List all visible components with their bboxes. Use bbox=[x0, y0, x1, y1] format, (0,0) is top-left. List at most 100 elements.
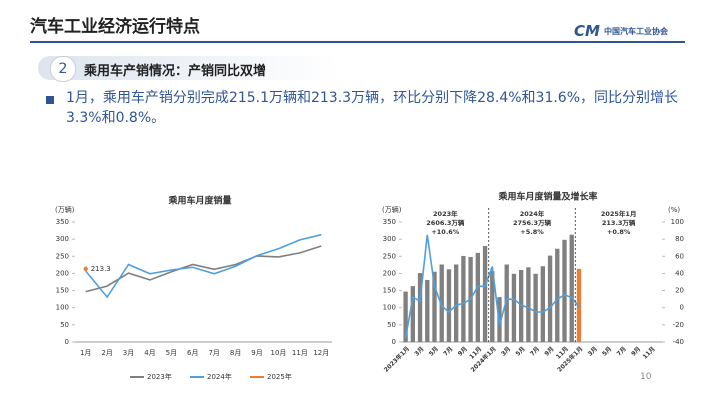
bar bbox=[547, 255, 553, 342]
y-tick-label: 200 bbox=[383, 269, 396, 277]
x-tick-label: 8月 bbox=[230, 349, 241, 357]
x-tick-label: 3月 bbox=[586, 345, 599, 358]
bar bbox=[425, 279, 430, 342]
y-tick-label: 350 bbox=[56, 218, 69, 226]
bar bbox=[562, 239, 567, 342]
annotation: +5.8% bbox=[520, 228, 544, 236]
y2-tick-label: 100 bbox=[671, 218, 684, 226]
x-tick-label: 2月 bbox=[101, 349, 112, 357]
series-line bbox=[85, 245, 322, 293]
y2-tick-label: -40 bbox=[673, 338, 684, 346]
x-tick-label: 11月 bbox=[292, 349, 308, 357]
bullet-text: 1月，乘用车产销分别完成215.1万辆和213.3万辆，环比分别下降28.4%和… bbox=[66, 90, 679, 126]
annotation: 2023年 bbox=[433, 209, 458, 218]
x-tick-label: 11月 bbox=[641, 345, 657, 361]
bar bbox=[475, 252, 480, 342]
y2-tick-label: 0 bbox=[680, 304, 684, 312]
x-tick-label: 2023年1月 bbox=[382, 345, 411, 374]
y2-tick-label: 40 bbox=[675, 269, 684, 277]
y-axis-label: (万辆) bbox=[382, 205, 402, 214]
bar bbox=[410, 286, 415, 342]
bar bbox=[576, 268, 582, 342]
y-tick-label: 150 bbox=[56, 287, 69, 295]
logo-text: 中国汽车工业协会 bbox=[604, 27, 668, 36]
bar bbox=[526, 267, 531, 342]
x-tick-label: 6月 bbox=[187, 349, 198, 357]
bar bbox=[555, 248, 560, 342]
y-tick-label: 100 bbox=[56, 304, 69, 312]
title-rule bbox=[30, 41, 685, 43]
x-tick-label: 12月 bbox=[313, 349, 329, 357]
y2-tick-label: 80 bbox=[675, 235, 684, 243]
bar bbox=[417, 273, 423, 342]
y-tick-label: 250 bbox=[56, 252, 69, 260]
y2-tick-label: -20 bbox=[673, 321, 684, 329]
y-axis-label: (万辆) bbox=[55, 205, 75, 214]
bar bbox=[454, 264, 459, 342]
bar bbox=[461, 255, 466, 342]
bar bbox=[519, 270, 524, 342]
bar bbox=[540, 266, 545, 342]
bar bbox=[403, 291, 408, 342]
y2-axis-label: (%) bbox=[668, 206, 680, 214]
growth-line bbox=[404, 234, 580, 338]
x-tick-label: 3月 bbox=[413, 345, 426, 358]
x-tick-label: 1月 bbox=[80, 349, 91, 357]
chart-title: 乘用车月度销量 bbox=[167, 195, 231, 207]
bar bbox=[511, 273, 517, 342]
bar bbox=[533, 273, 538, 342]
annotation: 2606.3万辆 bbox=[426, 218, 465, 227]
bar bbox=[446, 269, 452, 342]
y-tick-label: 200 bbox=[56, 269, 69, 277]
bar bbox=[432, 271, 437, 342]
annotation: 2025年1月 bbox=[601, 209, 637, 218]
x-tick-label: 5月 bbox=[600, 345, 613, 358]
x-tick-label: 7月 bbox=[615, 345, 628, 358]
bar bbox=[482, 246, 488, 342]
x-tick-label: 3月 bbox=[123, 349, 134, 357]
x-tick-label: 5月 bbox=[514, 345, 527, 358]
x-tick-label: 10月 bbox=[270, 349, 286, 357]
y2-tick-label: 60 bbox=[675, 252, 684, 260]
y2-tick-label: 20 bbox=[675, 287, 684, 295]
annotation: 2024年 bbox=[520, 209, 545, 218]
point bbox=[83, 266, 88, 272]
page-number: 10 bbox=[640, 372, 652, 382]
x-tick-label: 7月 bbox=[442, 345, 455, 358]
bar bbox=[569, 234, 574, 342]
chart-title: 乘用车月度销量及增长率 bbox=[497, 191, 597, 203]
section-heading: 乘用车产销情况：产销同比双增 bbox=[84, 64, 267, 79]
y-tick-label: 300 bbox=[383, 235, 396, 243]
annotation: +0.8% bbox=[607, 228, 631, 236]
data-label: 213.3 bbox=[91, 265, 111, 273]
bar bbox=[504, 264, 509, 342]
legend-label: 2023年 bbox=[147, 372, 172, 381]
section-number: 2 bbox=[50, 56, 76, 82]
bar bbox=[439, 264, 444, 342]
y-tick-label: 150 bbox=[383, 287, 396, 295]
y-tick-label: 350 bbox=[383, 218, 396, 226]
section-band bbox=[38, 56, 338, 80]
logo-icon: CM bbox=[574, 22, 600, 40]
y-tick-label: 0 bbox=[392, 338, 396, 346]
y-tick-label: 250 bbox=[383, 252, 396, 260]
x-tick-label: 4月 bbox=[144, 349, 155, 357]
y-tick-label: 300 bbox=[56, 235, 69, 243]
legend-label: 2025年 bbox=[267, 372, 292, 381]
annotation: +10.6% bbox=[431, 228, 459, 236]
series-line bbox=[85, 233, 322, 299]
y-tick-label: 100 bbox=[383, 304, 396, 312]
legend-label: 2024年 bbox=[207, 372, 232, 381]
bar bbox=[490, 271, 495, 342]
y-tick-label: 50 bbox=[60, 321, 69, 329]
x-tick-label: 7月 bbox=[528, 345, 541, 358]
x-tick-label: 7月 bbox=[208, 349, 219, 357]
bullet-square bbox=[46, 96, 54, 104]
annotation: 213.3万辆 bbox=[602, 218, 636, 227]
slide-title: 汽车工业经济运行特点 bbox=[30, 17, 200, 37]
x-tick-label: 3月 bbox=[499, 345, 512, 358]
y-tick-label: 0 bbox=[65, 338, 69, 346]
y-tick-label: 50 bbox=[387, 321, 396, 329]
annotation: 2756.3万辆 bbox=[513, 218, 552, 227]
